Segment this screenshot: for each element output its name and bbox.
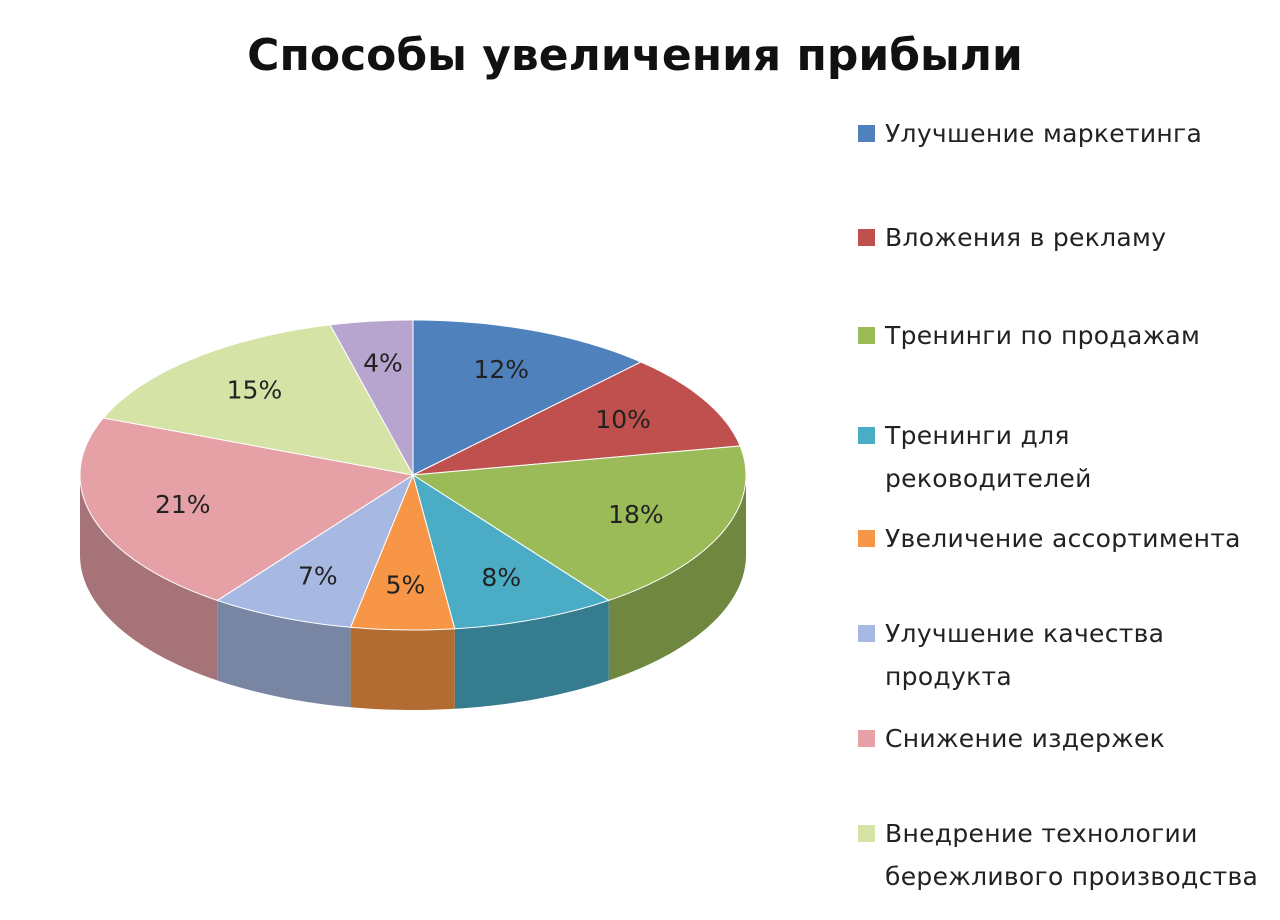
legend-label: Тренинги для рековoдителей [885,421,1092,493]
legend-label: Снижение издержек [885,724,1166,753]
data-label: 18% [608,500,664,529]
slice [329,319,414,476]
legend-label: Улучшение качества продукта [885,619,1165,691]
legend-item: Увеличение ассортимента [858,517,1241,560]
chart-title: Способы увеличения прибыли [247,30,1023,81]
legend-item: Улучшение маркетинга [858,112,1202,155]
data-label: 7% [298,561,338,590]
legend-label: Внедрение технологии бережливого произво… [885,819,1259,891]
legend-item: Внедрение технологии бережливого произво… [858,812,1258,898]
slice [102,324,414,476]
data-label: 4% [363,348,403,377]
slice-side [608,475,746,681]
slice-side [454,600,609,709]
slice [412,473,610,630]
legend-label: Вложения в рекламу [885,223,1167,252]
slice [79,417,415,601]
legend-item: Снижение издержек [858,717,1165,760]
legend-swatch [858,825,875,842]
data-label: 15% [227,375,283,404]
legend-label: Улучшение маркетинга [885,119,1203,148]
data-label: 5% [386,571,426,600]
legend-swatch [858,125,875,142]
slice-side [80,475,218,681]
legend-label: Увеличение ассортимента [885,524,1241,553]
slice [412,361,741,476]
slice-side [217,600,351,708]
slice-side [350,627,455,710]
legend-label: Тренинги по продажам [885,321,1201,350]
legend-item: Тренинги для рековoдителей [858,414,1092,500]
slice [412,319,643,476]
slice [349,473,456,631]
legend-swatch [858,427,875,444]
legend-item: Вложения в рекламу [858,216,1166,259]
legend-swatch [858,327,875,344]
legend-item: Улучшение качества продукта [858,612,1164,698]
data-label: 8% [481,563,521,592]
legend-swatch [858,625,875,642]
data-label: 21% [155,490,211,519]
legend-swatch [858,229,875,246]
slice [216,473,415,628]
legend-swatch [858,730,875,747]
legend-swatch [858,530,875,547]
data-label: 12% [473,355,529,384]
data-label: 10% [595,405,651,434]
slice [411,445,747,601]
legend-item: Тренинги по продажам [858,314,1200,357]
